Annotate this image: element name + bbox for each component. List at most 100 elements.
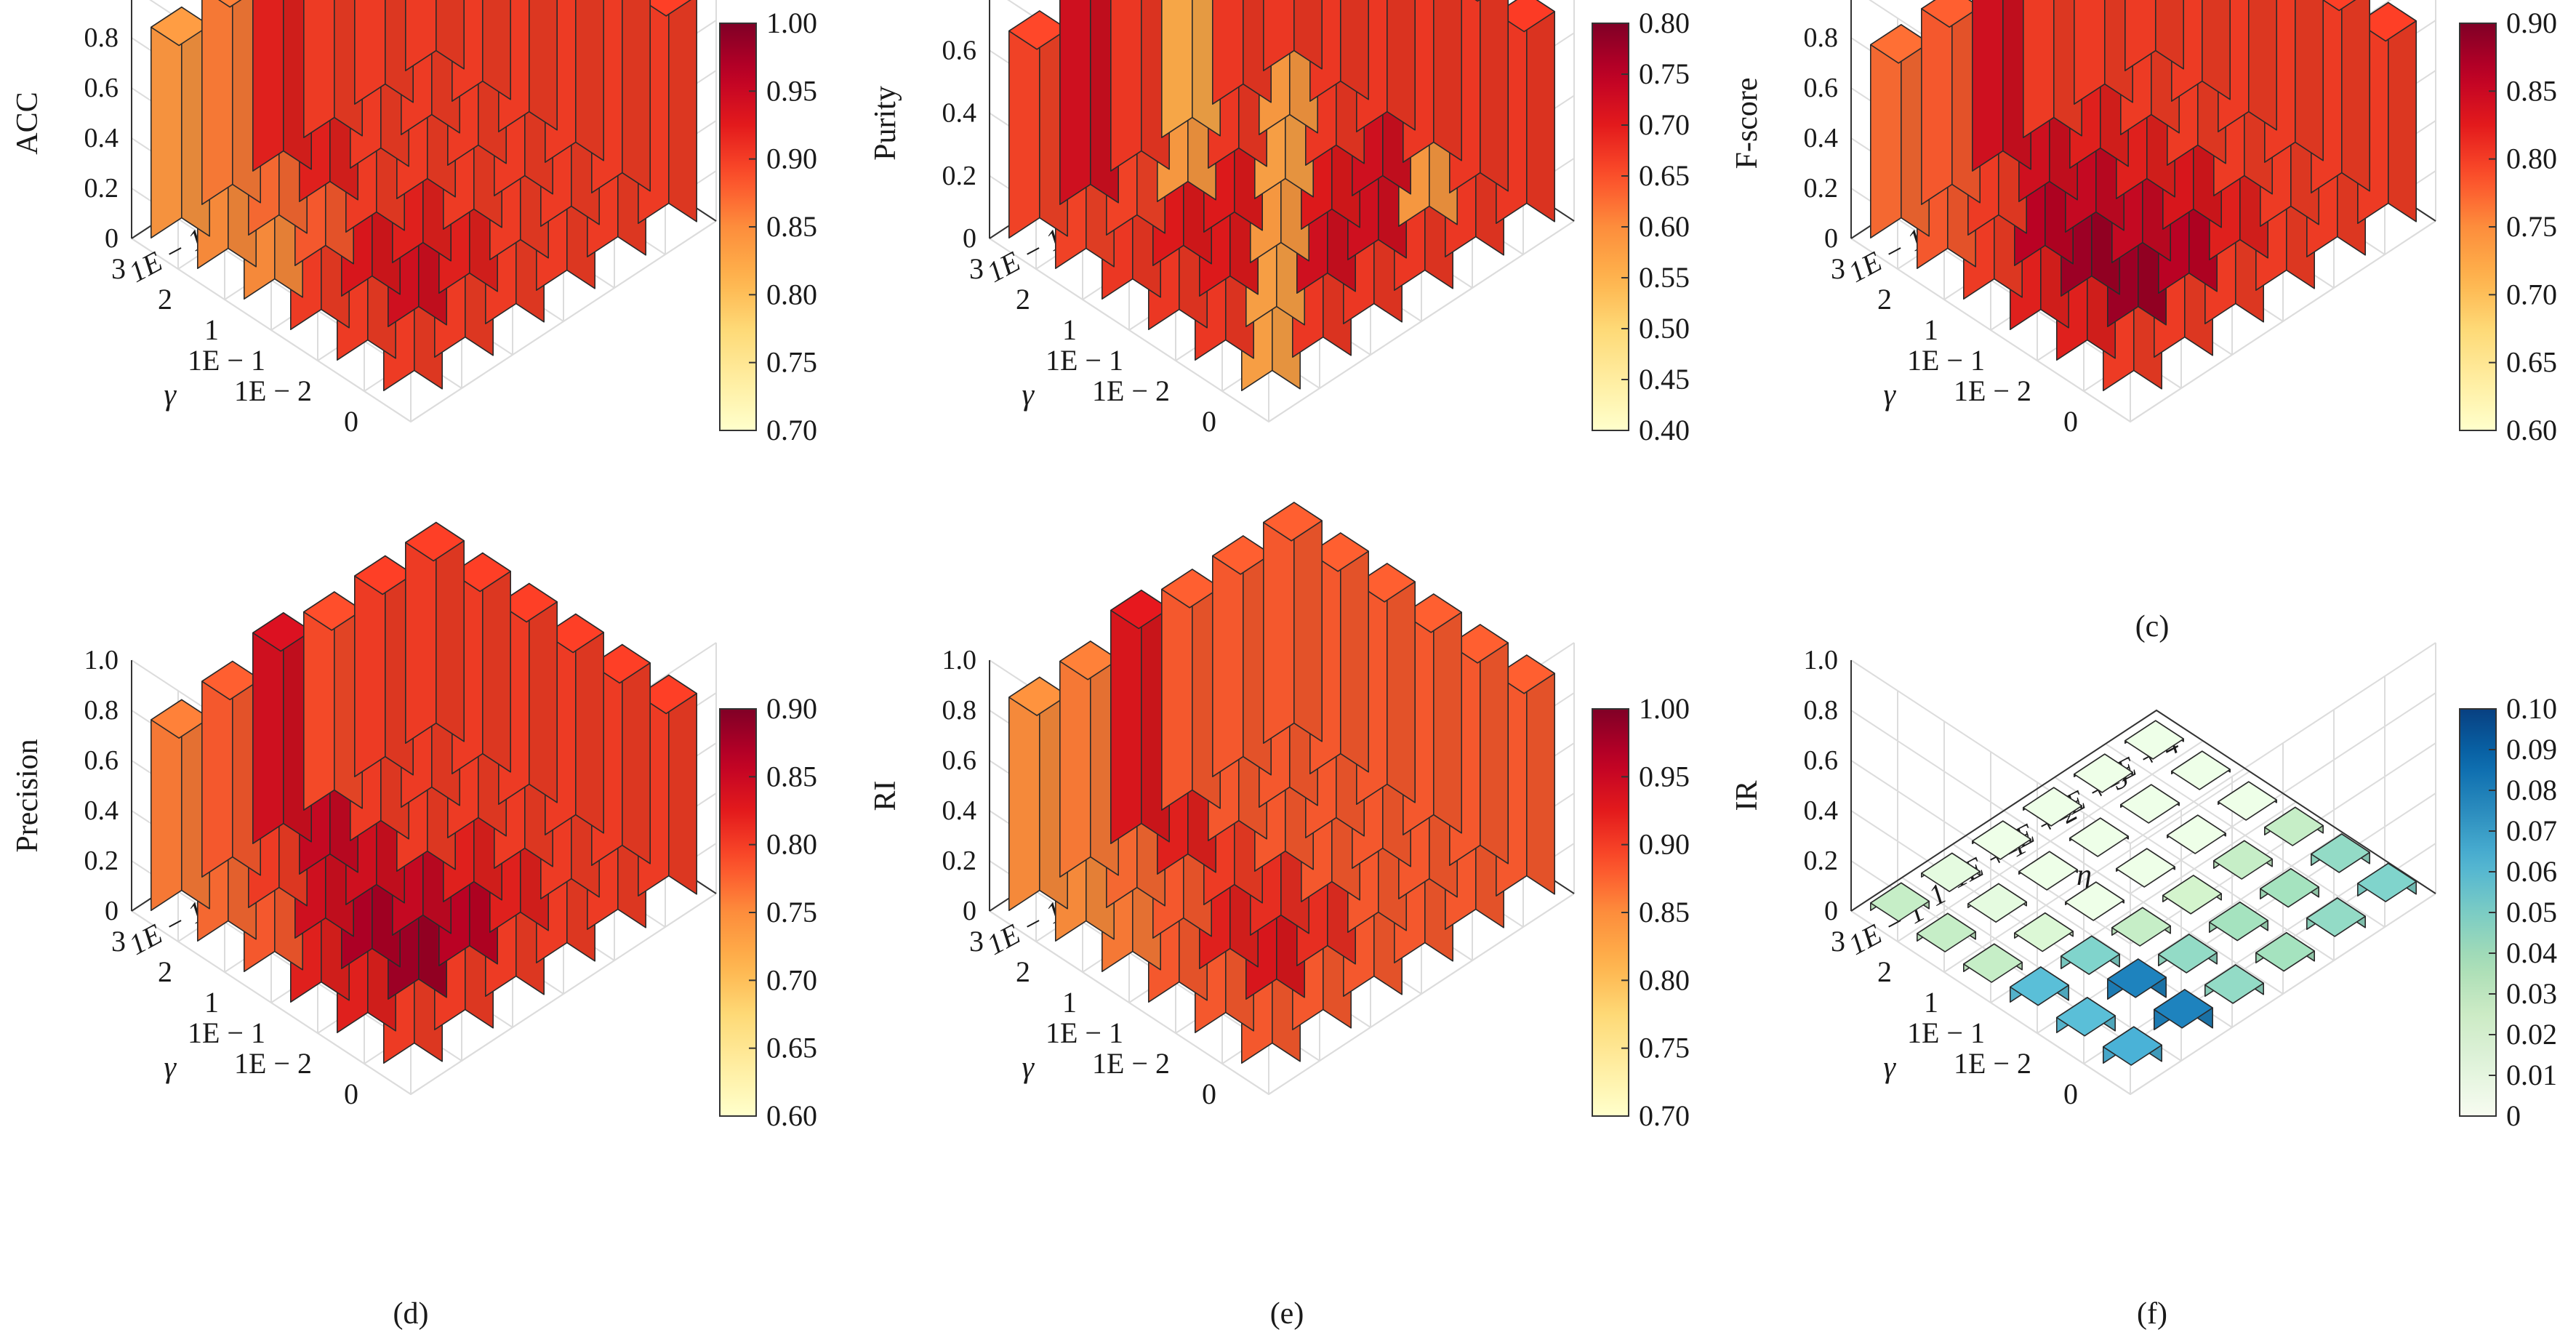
- bar-2-3: [2162, 875, 2222, 915]
- bar-top: [252, 611, 313, 652]
- bar-5-3: [302, 591, 364, 811]
- colorbar-tick-label: 0.80: [2506, 143, 2557, 175]
- z-tick-label: 0.6: [942, 745, 977, 776]
- bar-5-4: [1212, 535, 1272, 777]
- floor-edge: [1850, 709, 2436, 912]
- panel-label: (e): [1270, 1297, 1304, 1331]
- bar-top: [404, 521, 465, 562]
- z-tick-label: 0.4: [84, 123, 119, 153]
- z-tick-label: 0.4: [942, 98, 977, 129]
- bar-top: [1008, 10, 1068, 50]
- gamma-axis-label: γ: [1884, 1051, 1897, 1084]
- gamma-tick-label: 3: [111, 252, 126, 285]
- bar-top: [2204, 964, 2264, 1004]
- bar-top: [1870, 882, 1930, 922]
- bar-5-2: [252, 0, 313, 172]
- bar-5-5: [404, 521, 465, 745]
- bar-top: [2014, 912, 2074, 952]
- colorbar-tick-label: 0.90: [2506, 7, 2557, 39]
- bar-top: [1870, 24, 1930, 64]
- bar-top: [2255, 932, 2315, 972]
- z-tick-label: 0.2: [1804, 173, 1839, 204]
- bar-top: [1972, 820, 2031, 860]
- colorbar-tick-label: 0.60: [1639, 210, 1690, 243]
- z-tick-label: 1.0: [84, 0, 119, 3]
- bar-face: [2155, 0, 2184, 70]
- bar-face: [2124, 0, 2156, 71]
- bar-1-3: [2209, 902, 2268, 942]
- bar-3-1: [2014, 912, 2074, 952]
- bar-2-2: [2111, 907, 2171, 947]
- colorbar-tick-label: 0.06: [2506, 855, 2557, 888]
- bar-face: [302, 0, 335, 138]
- gamma-tick-label: 0: [344, 405, 358, 438]
- bar-top: [1008, 676, 1068, 716]
- colorbar-tick-label: 0.90: [1639, 828, 1690, 861]
- bar-top: [1917, 912, 1976, 952]
- z-tick-label: 0.4: [1804, 795, 1839, 826]
- bar-face: [667, 0, 698, 222]
- bar-face: [1161, 0, 1193, 138]
- gamma-tick-label: 2: [1016, 955, 1030, 988]
- bar-5-2: [1972, 820, 2031, 860]
- bar-0-2: [2204, 964, 2264, 1004]
- colorbar-tick-label: 0.60: [766, 1099, 817, 1132]
- gamma-tick-label: 3: [1831, 925, 1845, 958]
- colorbar-tick-label: 0.65: [2506, 346, 2557, 379]
- bar-0-5: [2357, 862, 2417, 902]
- bar-face: [1059, 0, 1091, 206]
- bar-top: [1474, 0, 1480, 2]
- colorbar-tick-label: 0.80: [1639, 963, 1690, 996]
- bar-5-5: [404, 0, 465, 71]
- bar-face: [1293, 502, 1323, 742]
- z-axis-label: ACC: [11, 92, 44, 154]
- z-tick-label: 0.2: [942, 846, 977, 876]
- bar-4-3: [2069, 817, 2129, 857]
- gamma-axis-label: γ: [1884, 378, 1897, 412]
- z-tick-label: 1.0: [942, 645, 977, 675]
- bar-top: [1963, 943, 2023, 983]
- wall-gridline: [989, 220, 1575, 423]
- gamma-axis-label: γ: [1022, 378, 1035, 412]
- bar-3-5: [2218, 0, 2277, 132]
- bar-5-1: [1059, 0, 1119, 206]
- gamma-tick-label: 1E − 1: [188, 1016, 265, 1049]
- colorbar-tick-label: 0.70: [766, 963, 817, 996]
- colorbar-tick-label: 0.03: [2506, 977, 2557, 1010]
- gamma-tick-label: 2: [1877, 283, 1892, 316]
- bar-5-5: [2124, 0, 2184, 71]
- bar-face: [252, 0, 284, 172]
- gamma-tick-label: 0: [2063, 1078, 2078, 1110]
- z-tick-label: 0.2: [84, 173, 119, 204]
- bar-top: [217, 0, 242, 8]
- colorbar-tick-label: 0: [2506, 1099, 2521, 1132]
- gamma-tick-label: 1: [204, 313, 219, 346]
- gamma-tick-label: 2: [158, 283, 172, 316]
- bar-5-1: [201, 660, 262, 878]
- bar-top: [2209, 902, 2268, 942]
- z-tick-label: 0: [1824, 896, 1838, 926]
- z-tick-label: 1.0: [1804, 645, 1839, 675]
- gamma-tick-label: 0: [2063, 405, 2078, 438]
- bar-3-4: [2167, 814, 2226, 854]
- colorbar-tick-label: 0.70: [1639, 108, 1690, 141]
- eta-axis-label: η: [2077, 859, 2092, 892]
- colorbar-tick-label: 0.04: [2506, 936, 2557, 969]
- bar-face: [1480, 0, 1509, 192]
- z-tick-label: 0.8: [942, 0, 977, 3]
- bar-top: [2124, 720, 2184, 760]
- floor-gridline: [2105, 743, 2386, 928]
- colorbar-tick-label: 0.85: [2506, 74, 2557, 107]
- bar-5-4: [2074, 753, 2133, 793]
- gamma-tick-label: 1E − 1: [1907, 344, 1985, 377]
- gamma-tick-label: 1E − 1: [188, 344, 265, 377]
- z-tick-label: 0.8: [84, 695, 119, 726]
- z-tick-label: 0.8: [84, 23, 119, 53]
- gamma-tick-label: 3: [969, 252, 984, 285]
- chart-panel-d: 0 0.2 0.4 0.6 0.8 1.0 Precision 0 1E − 21E − 112…: [11, 521, 817, 1331]
- z-tick-label: 0: [105, 896, 119, 926]
- bar-top: [1212, 535, 1272, 575]
- gamma-tick-label: 1: [1924, 986, 1938, 1019]
